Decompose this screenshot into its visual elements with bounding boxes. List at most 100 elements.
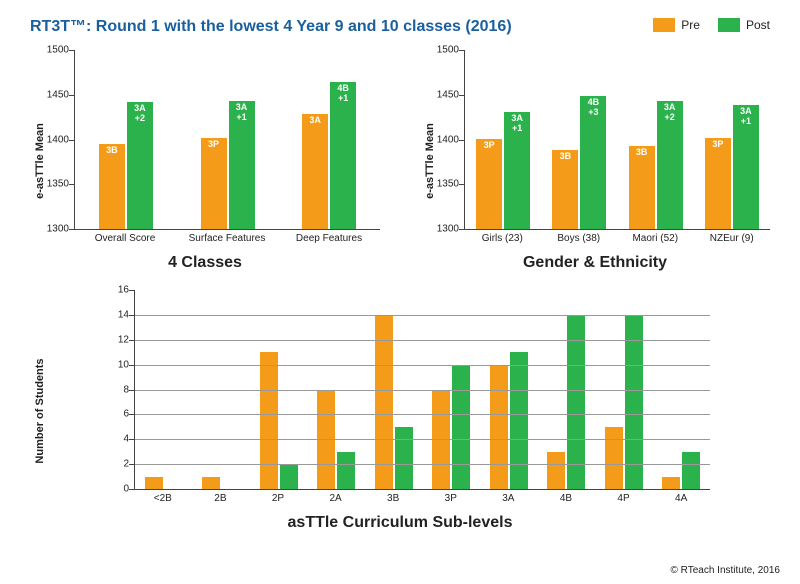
ytick xyxy=(129,464,135,465)
bar-group: 3B 3A+2 xyxy=(75,50,177,229)
bar-label: 4B+3 xyxy=(580,98,606,118)
ytick-label: 10 xyxy=(97,359,129,370)
ytick xyxy=(129,489,135,490)
xtick-label: Girls (23) xyxy=(464,230,541,244)
chart-title-3: asTTle Curriculum Sub-levels xyxy=(90,514,710,532)
chart-4-classes: e-asTTle Mean 3B3A+23P3A+13A4B+1 1300135… xyxy=(30,50,380,272)
bar-label: 4B+1 xyxy=(330,84,356,104)
gridline xyxy=(135,340,710,341)
xtick-label: Deep Features xyxy=(278,230,380,244)
bar-pre xyxy=(547,452,565,489)
bar-pre: 3A xyxy=(302,114,328,229)
legend-label-post: Post xyxy=(746,18,770,32)
ytick xyxy=(129,315,135,316)
ytick xyxy=(129,340,135,341)
bar-label: 3B xyxy=(99,146,125,156)
bar-post xyxy=(452,365,470,489)
bar-post: 4B+1 xyxy=(330,82,356,229)
ytick-label: 8 xyxy=(97,384,129,395)
bar-post xyxy=(510,352,528,489)
bar-post: 3A+2 xyxy=(127,102,153,229)
xtick-label: Maori (52) xyxy=(617,230,694,244)
ytick-label: 1350 xyxy=(427,179,459,190)
ytick xyxy=(129,390,135,391)
bar-pre xyxy=(260,352,278,489)
legend-post: Post xyxy=(718,18,770,32)
bar-pre xyxy=(202,477,220,489)
bar-post xyxy=(337,452,355,489)
bar-label: 3A xyxy=(302,116,328,126)
gridline xyxy=(135,439,710,440)
ytick-label: 1400 xyxy=(37,134,69,145)
ytick xyxy=(69,140,75,141)
bar-pre: 3P xyxy=(476,139,502,229)
gridline xyxy=(135,365,710,366)
ytick xyxy=(459,95,465,96)
bar-pre xyxy=(145,477,163,489)
ylabel-3: Number of Students xyxy=(34,358,46,463)
xtick-label: 4P xyxy=(595,490,653,504)
ytick-label: 1350 xyxy=(37,179,69,190)
bar-post xyxy=(280,464,298,489)
bar-label: 3A+2 xyxy=(657,103,683,123)
bar-post: 3A+1 xyxy=(229,101,255,229)
bar-pre: 3P xyxy=(705,138,731,229)
ytick xyxy=(459,50,465,51)
bar-post xyxy=(682,452,700,489)
chart-area-1: 3B3A+23P3A+13A4B+1 13001350140014501500 xyxy=(74,50,380,230)
bar-label: 3P xyxy=(476,141,502,151)
bar-post: 3A+1 xyxy=(733,105,759,229)
ytick-label: 14 xyxy=(97,309,129,320)
bar-label: 3P xyxy=(201,140,227,150)
bar-post xyxy=(395,427,413,489)
xtick-label: Surface Features xyxy=(176,230,278,244)
chart-area-3: 0246810121416 xyxy=(134,290,710,490)
chart-sublevels: Number of Students 0246810121416 <2B2B2P… xyxy=(30,290,770,532)
gridline xyxy=(135,414,710,415)
ytick xyxy=(69,95,75,96)
bar-label: 3A+1 xyxy=(229,103,255,123)
bar-pre: 3B xyxy=(552,150,578,229)
bar-label: 3B xyxy=(552,152,578,162)
ytick-label: 0 xyxy=(97,484,129,495)
page-title: RT3T™: Round 1 with the lowest 4 Year 9 … xyxy=(30,18,512,36)
legend-pre: Pre xyxy=(653,18,700,32)
bar-pre xyxy=(490,365,508,489)
bar-label: 3B xyxy=(629,148,655,158)
ytick xyxy=(69,184,75,185)
ytick-label: 2 xyxy=(97,459,129,470)
ytick xyxy=(129,365,135,366)
xtick-label: <2B xyxy=(134,490,192,504)
legend-swatch-post xyxy=(718,18,740,32)
ytick-label: 1500 xyxy=(37,45,69,56)
ytick xyxy=(129,439,135,440)
legend-swatch-pre xyxy=(653,18,675,32)
xtick-label: 3P xyxy=(422,490,480,504)
ytick-label: 1300 xyxy=(37,224,69,235)
bar-pre: 3B xyxy=(629,146,655,229)
ytick-label: 1400 xyxy=(427,134,459,145)
gridline xyxy=(135,315,710,316)
bar-pre xyxy=(662,477,680,489)
xtick-label: Overall Score xyxy=(74,230,176,244)
xtick-label: 3A xyxy=(480,490,538,504)
bar-post: 3A+2 xyxy=(657,101,683,229)
ytick-label: 1300 xyxy=(427,224,459,235)
xtick-label: NZEur (9) xyxy=(694,230,771,244)
bar-pre: 3P xyxy=(201,138,227,229)
chart-title-1: 4 Classes xyxy=(30,254,380,272)
ytick xyxy=(69,229,75,230)
ytick xyxy=(129,290,135,291)
chart-gender-ethnicity: e-asTTle Mean 3P3A+13B4B+33B3A+23P3A+1 1… xyxy=(420,50,770,272)
xtick-label: 3B xyxy=(364,490,422,504)
bar-label: 3A+1 xyxy=(733,107,759,127)
legend-label-pre: Pre xyxy=(681,18,700,32)
xtick-label: 4B xyxy=(537,490,595,504)
bar-group: 3B 4B+3 xyxy=(541,50,617,229)
ytick xyxy=(459,140,465,141)
bar-post: 4B+3 xyxy=(580,96,606,229)
bar-pre xyxy=(375,315,393,489)
bar-label: 3A+2 xyxy=(127,104,153,124)
bar-post xyxy=(567,315,585,489)
bar-label: 3P xyxy=(705,140,731,150)
